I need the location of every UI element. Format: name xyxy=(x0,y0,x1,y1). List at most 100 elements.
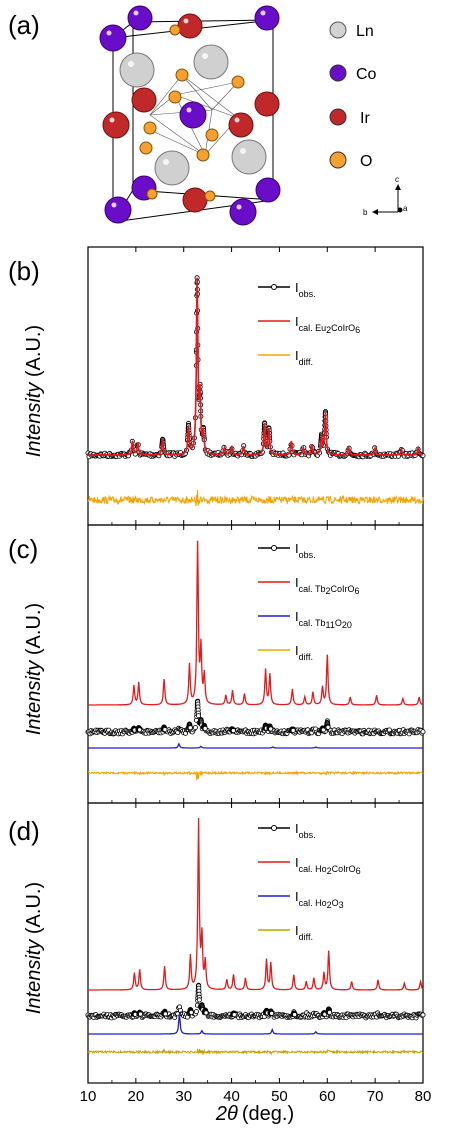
legend-subscript-part: O xyxy=(335,618,342,628)
legend-entry: Iobs. xyxy=(295,821,316,840)
y-axis-label-italic: Intensity xyxy=(23,939,45,1014)
obs-point xyxy=(420,1012,426,1018)
legend-subscript-part: 2 xyxy=(327,866,332,876)
obs-point xyxy=(269,1010,275,1016)
legend-subscript-part: 2 xyxy=(326,325,331,335)
x-tick-label: 40 xyxy=(223,1088,240,1105)
legend-subscript-part: CoIrO xyxy=(332,864,356,874)
legend-marker xyxy=(271,545,277,551)
y-axis-label: Intensity (A.U.) xyxy=(23,325,45,457)
legend-subscript-part: cal. Ho xyxy=(299,864,327,874)
legend-subscript-part: 11 xyxy=(325,620,334,630)
legend-name: I xyxy=(295,348,299,363)
x-tick-label: 20 xyxy=(128,1088,145,1105)
legend-name: I xyxy=(295,280,299,295)
plot-frame xyxy=(87,524,424,804)
legend-entry: Ical. Tb11O20 xyxy=(295,609,352,630)
legend-subscript-part: O xyxy=(332,898,339,908)
legend-entry: Ical. Tb2CoIrO6 xyxy=(295,575,360,596)
obs-point xyxy=(231,1012,237,1018)
x-tick-label: 80 xyxy=(415,1088,432,1105)
x-tick-label: 30 xyxy=(175,1088,192,1105)
obs-point xyxy=(327,1010,333,1016)
y-axis-label-unit: (A.U.) xyxy=(23,882,45,940)
panel-b-label: (b) xyxy=(8,256,40,286)
obs-point xyxy=(202,726,208,732)
legend-name: I xyxy=(295,889,299,904)
legend-subscript-part: 2 xyxy=(325,586,330,596)
panel-d-label: (d) xyxy=(8,816,40,846)
legend-subscript-part: CoIrO xyxy=(331,323,355,333)
obs-point xyxy=(187,725,193,731)
legend-entry: Iobs. xyxy=(295,541,316,560)
o-atom xyxy=(231,75,245,89)
co-legend-marker xyxy=(329,64,347,82)
panel-c-label: (c) xyxy=(8,534,38,564)
legend-subscript-part: cal. Tb xyxy=(299,618,326,628)
plot-frame xyxy=(87,246,424,526)
o-atom xyxy=(146,188,158,200)
obs-series-points xyxy=(85,698,426,737)
impurity-series-line xyxy=(88,1014,423,1035)
calc-series-line xyxy=(88,277,424,456)
legend-subscript: diff. xyxy=(299,932,313,942)
ir-atom xyxy=(182,187,208,213)
legend-subscript-part: 6 xyxy=(355,586,360,596)
legend-entry: Idiff. xyxy=(295,348,313,367)
legend-entry: Idiff. xyxy=(295,923,313,942)
y-axis-label-unit: (A.U.) xyxy=(23,603,45,661)
ln-atom xyxy=(154,150,190,186)
obs-point xyxy=(196,997,202,1003)
o-atom xyxy=(143,121,157,135)
obs-point xyxy=(268,726,274,732)
co-atom xyxy=(179,101,207,129)
panel-a-label: (a) xyxy=(8,10,40,40)
legend-subscript-part: 6 xyxy=(355,325,360,335)
obs-point xyxy=(230,728,236,734)
obs-point xyxy=(193,1009,199,1015)
obs-series-points xyxy=(85,982,426,1021)
o-legend-label: O xyxy=(360,153,372,170)
ln-atom xyxy=(119,52,155,88)
legend-entry: Ical. Ho2O3 xyxy=(295,889,344,910)
co-atom xyxy=(99,24,127,52)
obs-point xyxy=(195,713,201,719)
y-axis-label-unit: (A.U.) xyxy=(23,325,45,383)
ir-atom xyxy=(228,112,254,138)
legend-name: I xyxy=(295,541,299,556)
obs-point xyxy=(290,728,296,734)
legend-subscript-part: cal. Eu xyxy=(299,323,327,333)
co-legend-label: Co xyxy=(356,66,377,83)
ir-atom xyxy=(177,13,203,39)
legend-subscript: obs. xyxy=(299,830,316,840)
legend-subscript-part: cal. Ho xyxy=(299,898,327,908)
ir-legend-marker xyxy=(329,108,347,126)
legend-subscript-part: 3 xyxy=(339,900,344,910)
legend-name: I xyxy=(295,923,299,938)
o-atom xyxy=(168,90,182,104)
legend-name: I xyxy=(295,855,299,870)
o-atom xyxy=(175,68,189,82)
crystal-structure xyxy=(99,5,281,226)
o-atom xyxy=(205,128,219,142)
legend-subscript-part: CoIrO xyxy=(331,584,355,594)
ln-legend-label: Ln xyxy=(356,23,374,40)
diff-series-line xyxy=(87,770,424,782)
co-atom xyxy=(255,177,281,203)
obs-point xyxy=(162,727,168,733)
obs-point xyxy=(137,727,143,733)
legend-marker xyxy=(271,825,277,831)
legend-name: I xyxy=(295,314,299,329)
legend-name: I xyxy=(295,643,299,658)
y-axis-label-italic: Intensity xyxy=(23,382,45,457)
legend-subscript-part: cal. Tb xyxy=(299,584,326,594)
diff-series-line xyxy=(87,489,424,507)
legend-entry: Ical. Eu2CoIrO6 xyxy=(295,314,360,335)
obs-point xyxy=(192,725,198,731)
co-atom xyxy=(229,198,257,226)
legend-subscript: obs. xyxy=(299,550,316,560)
y-axis-label-italic: Intensity xyxy=(23,660,45,735)
